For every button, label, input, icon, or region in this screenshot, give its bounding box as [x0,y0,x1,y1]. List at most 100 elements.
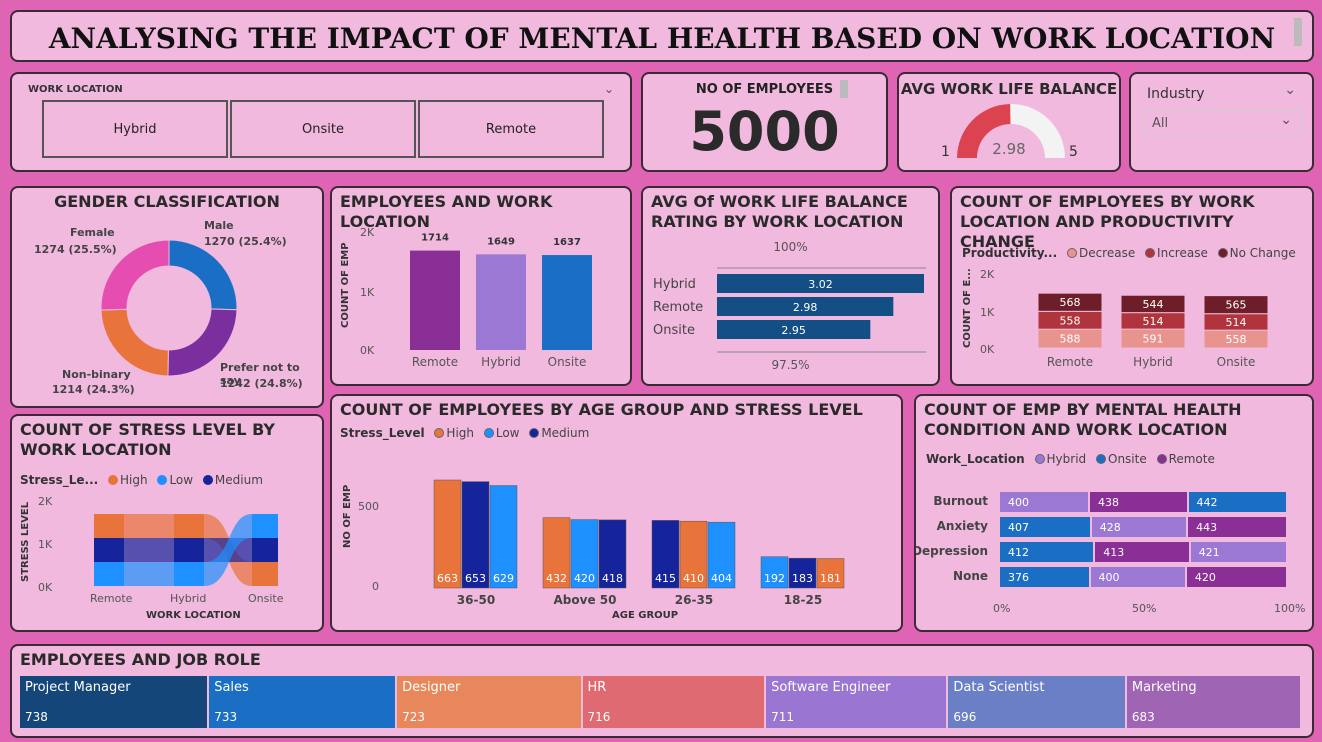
age-bar-2-0 [651,520,680,589]
industry-dropdown[interactable]: All ⌄ [1145,110,1301,136]
job-tile-sales[interactable]: Sales 733 [209,676,396,728]
cat-label-onsite: Onsite [548,355,587,369]
stress-loc-legend-title: Stress_Le... [20,473,99,487]
age-bar-label-2-2: 404 [711,572,732,585]
age-stress-xlabel: AGE GROUP [612,610,679,621]
mh-seg-depression-2: 421 [1190,542,1286,562]
scrollbar[interactable] [1294,18,1302,46]
slicer-option-onsite[interactable]: Onsite [230,100,416,158]
wlb-label-onsite: 2.95 [781,324,806,337]
industry-label: Industry [1147,86,1205,102]
prod-label-onsite-increase: 514 [1226,316,1247,329]
stress-ribbon-chart [94,514,278,586]
slicer-option-remote[interactable]: Remote [418,100,604,158]
job-tile-marketing[interactable]: Marketing 683 [1126,676,1300,728]
ribbon-remote [94,514,124,586]
prod-tick-1k: 1K [980,306,995,319]
prod-label-remote-nochange: 568 [1060,296,1081,309]
prod-legend-title: Productivity... [962,246,1058,260]
prod-cat-remote: Remote [1047,355,1093,369]
job-tile-software-engineer[interactable]: Software Engineer 711 [766,676,947,728]
mh-seg-depression-0: 412 [1000,542,1094,562]
prod-seg-onsite-nochange [1203,295,1269,315]
legend-low: Low [495,426,520,440]
mh-cat-burnout: Burnout [933,494,988,508]
job-tile-name: Data Scientist [953,680,1045,695]
stress-loc-title: COUNT OF STRESS LEVEL BY WORK LOCATION [20,420,276,459]
legend-dot-low [157,475,168,485]
legend-dot-low [483,428,494,438]
prod-legend: Productivity... Decrease Increase No Cha… [962,246,1296,260]
gender-title: GENDER CLASSIFICATION [54,192,280,211]
legend-dot-nochange [1217,248,1228,258]
age-stress-legend: Stress_Level High Low Medium [340,426,589,440]
job-tile-designer[interactable]: Designer 723 [397,676,581,728]
stress-tick-0k: 0K [38,581,53,594]
prod-label-onsite-nochange: 565 [1226,299,1247,312]
age-bar-0-0 [433,479,462,589]
ribbon-onsite [252,514,278,586]
kpi-label: NO OF EMPLOYEES [695,82,834,97]
legend-dot-medium [529,428,540,438]
age-bar-2-1 [679,520,708,589]
mh-title: COUNT OF EMP BY MENTAL HEALTH CONDITION … [924,400,1242,439]
age-bar-label-3-2: 181 [820,572,841,585]
prod-title: COUNT OF EMPLOYEES BY WORK LOCATION AND … [960,192,1255,251]
job-tile-value: 683 [1131,710,1155,724]
legend-dot-hybrid [1034,454,1045,464]
bar-remote [410,250,460,350]
mh-seg-anxiety-1: 428 [1091,517,1187,537]
wlb-cat-hybrid: Hybrid [653,277,696,292]
mh-tick-50: 50% [1132,602,1157,615]
age-stress-title: COUNT OF EMPLOYEES BY AGE GROUP AND STRE… [340,400,863,419]
age-bar-1-2 [598,519,627,589]
mh-tick-0: 0% [993,602,1011,615]
legend-hybrid: Hybrid [1046,452,1087,466]
mh-cat-anxiety: Anxiety [936,519,988,533]
wlb-label-hybrid: 3.02 [808,278,833,291]
job-tile-value: 723 [402,710,426,724]
legend-remote: Remote [1168,452,1215,466]
work-life-balance-gauge: AVG WORK LIFE BALANCE 1 5 2.98 [897,72,1121,172]
label-prefer-name: Prefer not to say [220,361,300,387]
age-stress-chart: 663 653 629 36-50 432 420 418 Above 50 415 410 404… [433,479,845,607]
age-bar-label-3-0: 192 [764,572,785,585]
donut-slice-male [168,239,238,311]
age-bar-label-1-1: 420 [574,572,595,585]
donut-slice-female [100,239,170,311]
employees-location-panel: EMPLOYEES AND WORK LOCATION COUNT OF EMP… [330,186,632,386]
gauge-svg [957,104,1065,158]
prod-cat-onsite: Onsite [1217,355,1256,369]
productivity-panel: COUNT OF EMPLOYEES BY WORK LOCATION AND … [950,186,1314,386]
age-bar-label-0-2: 629 [493,572,514,585]
age-bar-2-2 [707,521,736,589]
mh-seg-burnout-1: 438 [1090,492,1187,512]
label-male-value: 1270 (25.4%) [204,235,287,248]
work-location-slicer: WORK LOCATION ⌄ Hybrid Onsite Remote [10,72,632,172]
age-bar-0-1 [461,481,490,589]
chevron-down-icon[interactable]: ⌄ [1284,82,1296,98]
age-stress-legend-title: Stress_Level [340,426,425,440]
slicer-option-hybrid[interactable]: Hybrid [42,100,228,158]
prod-label-hybrid-nochange: 544 [1143,298,1164,311]
cat-label-remote: Remote [412,355,458,369]
legend-dot-decrease [1066,248,1077,258]
job-tile-project-manager[interactable]: Project Manager 738 [20,676,208,728]
job-tile-hr[interactable]: HR 716 [582,676,765,728]
emp-loc-tick-2k: 2K [360,226,375,239]
gauge-value: 2.98 [992,140,1026,158]
age-bar-label-2-0: 415 [655,572,676,585]
legend-nochange: No Change [1229,246,1296,260]
chevron-down-icon[interactable]: ⌄ [603,82,614,96]
label-male-name: Male [204,219,234,232]
emp-loc-tick-0k: 0K [360,344,375,357]
legend-medium: Medium [214,473,263,487]
age-bar-3-1 [788,557,817,589]
wlb-loc-title: AVG Of WORK LIFE BALANCE RATING BY WORK … [651,192,908,231]
employee-count-card: NO OF EMPLOYEES 5000 [641,72,888,172]
label-nonbinary-value: 1214 (24.3%) [52,383,135,396]
mh-tick-100: 100% [1274,602,1306,615]
job-tile-data-scientist[interactable]: Data Scientist 696 [948,676,1125,728]
age-bar-label-1-0: 432 [546,572,567,585]
bar-label-remote: 1714 [421,233,449,244]
